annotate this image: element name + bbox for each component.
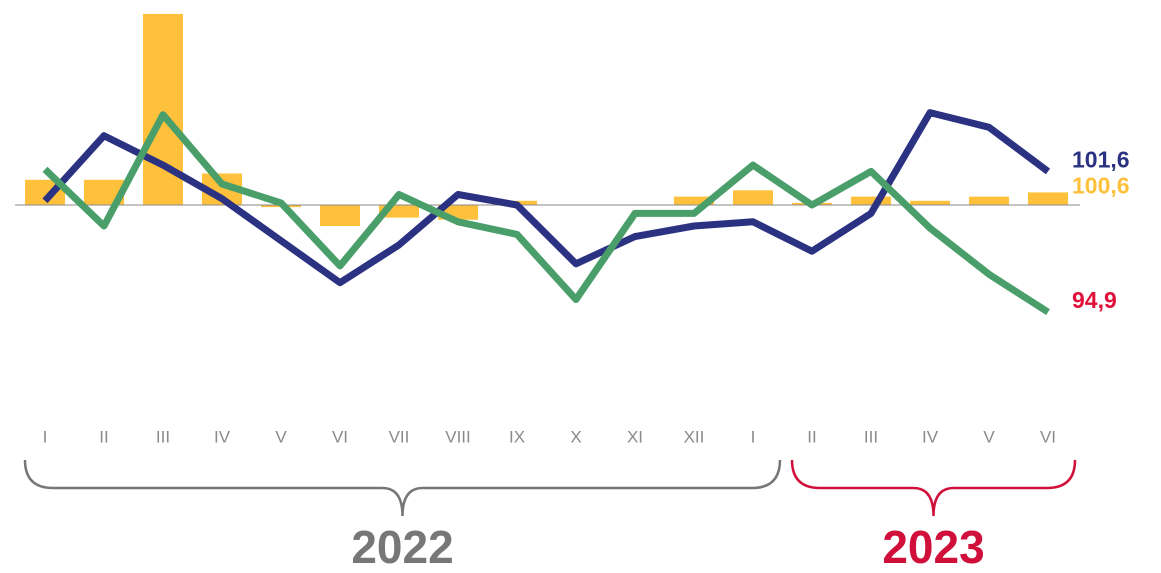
x-tick-label: II	[807, 427, 816, 446]
bar	[851, 196, 891, 205]
year-bracket	[790, 459, 1077, 517]
x-tick-label: XI	[627, 427, 643, 446]
year-bracket	[23, 459, 782, 517]
x-tick-label: VIII	[445, 427, 471, 446]
bar	[733, 190, 773, 205]
x-tick-label: I	[751, 427, 756, 446]
value-label: 101,6	[1072, 146, 1130, 172]
bar	[910, 200, 950, 205]
line	[42, 109, 1051, 287]
value-label: 100,6	[1072, 172, 1130, 198]
bar	[320, 205, 360, 226]
x-tick-label: IV	[922, 427, 939, 446]
x-tick-label: IV	[214, 427, 231, 446]
bar	[1028, 192, 1068, 205]
x-tick-label: IX	[509, 427, 525, 446]
x-tick-label: X	[570, 427, 581, 446]
x-tick-label: VI	[332, 427, 348, 446]
bar	[674, 196, 714, 205]
year-label: 2023	[882, 521, 984, 573]
x-tick-label: V	[983, 427, 995, 446]
x-tick-label: XII	[684, 427, 705, 446]
x-tick-label: VI	[1040, 427, 1056, 446]
x-tick-label: I	[43, 427, 48, 446]
value-label: 94,9	[1072, 287, 1117, 313]
x-tick-label: III	[156, 427, 170, 446]
x-tick-label: VII	[389, 427, 410, 446]
x-tick-label: V	[275, 427, 287, 446]
year-label: 2022	[351, 521, 453, 573]
x-tick-label: III	[864, 427, 878, 446]
line	[42, 111, 1050, 316]
bar	[969, 196, 1009, 205]
x-tick-label: II	[99, 427, 108, 446]
